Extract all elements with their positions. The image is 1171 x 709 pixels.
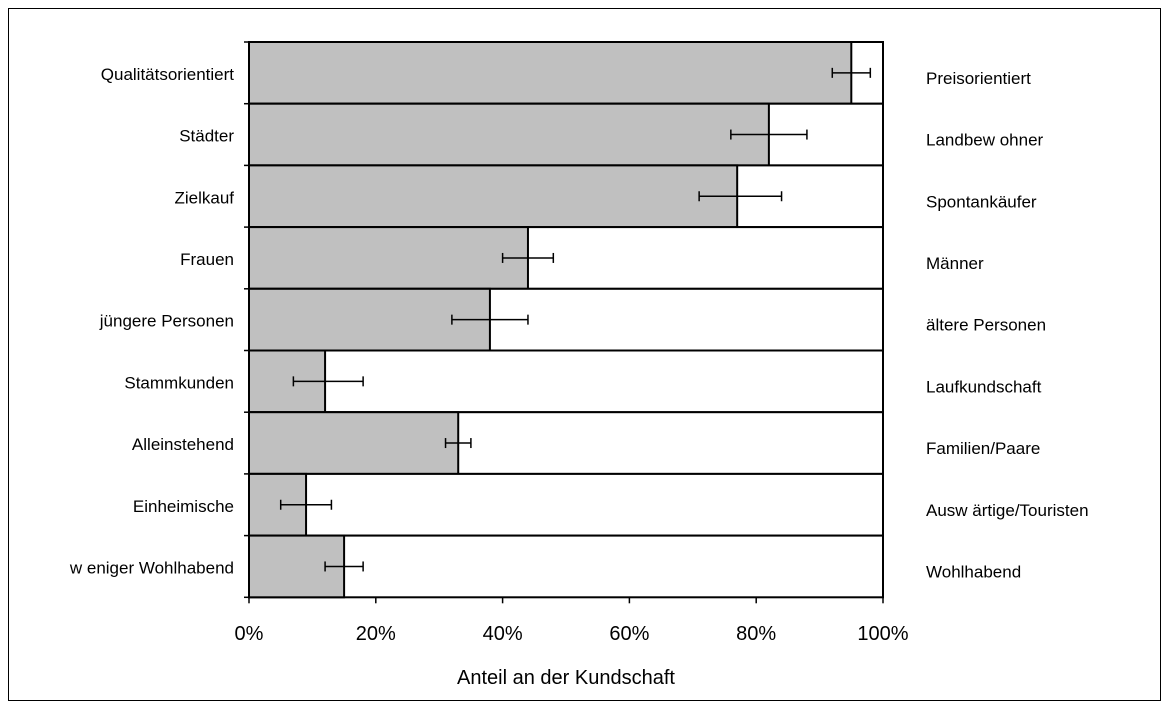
category-label-left: jüngere Personen <box>99 312 234 331</box>
x-tick-label: 100% <box>857 623 908 645</box>
x-axis: 0% 20% 40% 60% 80% 100% <box>235 41 909 645</box>
category-label-left: Zielkauf <box>174 188 234 207</box>
bar-share <box>248 226 529 290</box>
x-axis-label: Anteil an der Kundschaft <box>457 667 675 689</box>
bars-group <box>248 41 884 599</box>
bar-share <box>248 102 770 167</box>
category-label-right: Landbew ohner <box>926 131 1044 150</box>
category-label-left: Stammkunden <box>124 373 234 392</box>
category-label-left: Einheimische <box>133 497 234 516</box>
category-label-right: Spontankäufer <box>926 192 1037 211</box>
category-label-right: Wohlhabend <box>926 562 1021 581</box>
category-label-right: Preisorientiert <box>926 69 1031 88</box>
bar-remainder <box>248 472 884 537</box>
x-tick-label: 0% <box>235 623 264 645</box>
category-label-right: Männer <box>926 254 984 273</box>
category-label-right: ältere Personen <box>926 316 1046 335</box>
x-tick-label: 60% <box>609 623 649 645</box>
category-label-right: Laufkundschaft <box>926 377 1042 396</box>
x-tick-label: 80% <box>736 623 776 645</box>
bar-share <box>248 41 853 105</box>
x-tick-label: 40% <box>483 623 523 645</box>
category-label-right: Ausw ärtige/Touristen <box>926 501 1089 520</box>
category-label-left: Städter <box>179 127 234 146</box>
bar-share <box>248 164 739 229</box>
error-bars-group <box>279 67 872 572</box>
x-tick-label: 20% <box>356 623 396 645</box>
category-label-left: Frauen <box>180 250 234 269</box>
category-labels: Qualitätsorientiert Preisorientiert Städte… <box>69 65 1089 582</box>
category-label-left: w eniger Wohlhabend <box>69 558 234 577</box>
category-label-left: Alleinstehend <box>132 435 234 454</box>
category-label-right: Familien/Paare <box>926 439 1040 458</box>
category-label-left: Qualitätsorientiert <box>101 65 235 84</box>
bar-share <box>248 411 460 475</box>
